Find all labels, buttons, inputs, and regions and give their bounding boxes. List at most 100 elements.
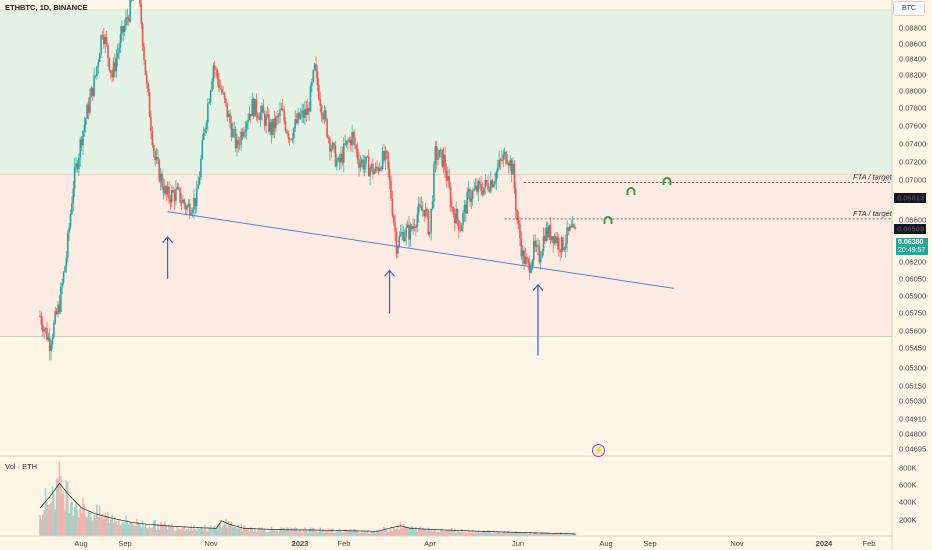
volume-bar: [244, 526, 247, 536]
candle-down: [410, 225, 413, 230]
candle-down: [573, 224, 575, 228]
candle-up: [62, 272, 65, 283]
candle-down: [144, 59, 147, 75]
time-tick-label: Nov: [730, 539, 744, 548]
volume-bar: [391, 531, 394, 536]
volume-bar: [269, 529, 272, 536]
volume-bar: [194, 528, 197, 536]
volume-bar: [377, 530, 380, 536]
volume-bar: [197, 527, 199, 536]
price-tick-label: 0.05450: [899, 344, 926, 353]
candle-up: [359, 162, 362, 168]
volume-bar: [456, 530, 459, 536]
candle-down: [318, 84, 320, 100]
price-tick-label: 0.07600: [899, 122, 926, 131]
volume-bar: [526, 531, 528, 536]
volume-bar: [438, 531, 441, 536]
candle-up: [494, 181, 496, 184]
candle-down: [559, 249, 561, 253]
price-tick-label: 0.04800: [899, 430, 926, 439]
volume-bar: [459, 532, 462, 536]
candle-down: [528, 263, 531, 273]
price-tick-label: 0.05150: [899, 382, 926, 391]
volume-bar: [555, 534, 557, 536]
volume-bar: [369, 532, 371, 536]
volume-bar: [84, 516, 87, 536]
volume-bar: [514, 530, 517, 536]
volume-bar: [169, 525, 172, 536]
candle-down: [557, 237, 560, 250]
lightning-icon[interactable]: ⚡: [592, 444, 605, 457]
candle-down: [362, 159, 364, 170]
candle-down: [388, 168, 391, 181]
candle-up: [365, 156, 367, 165]
candle-down: [252, 98, 255, 117]
volume-bar: [491, 533, 493, 536]
volume-bar: [524, 533, 527, 536]
volume-bar: [247, 528, 249, 536]
candle-up: [115, 58, 118, 72]
candle-up: [345, 140, 348, 145]
candle-down: [441, 149, 444, 167]
volume-bar: [109, 519, 112, 536]
volume-bar: [75, 502, 77, 536]
volume-bar: [460, 528, 463, 536]
candle-down: [225, 98, 227, 104]
volume-bar: [383, 526, 385, 536]
candle-up: [492, 183, 495, 187]
volume-bar: [76, 509, 79, 536]
volume-bar: [127, 524, 130, 536]
candle-down: [172, 190, 174, 193]
volume-bar: [549, 533, 552, 536]
candle-down: [87, 104, 90, 113]
volume-bar: [176, 526, 179, 536]
volume-bar: [420, 528, 423, 536]
candle-up: [272, 118, 274, 135]
candle-down: [514, 188, 517, 210]
candle-down: [157, 157, 159, 161]
volume-bar: [392, 527, 395, 536]
volume-bar: [570, 534, 573, 536]
volume-bar: [107, 511, 109, 536]
currency-badge[interactable]: BTC: [893, 1, 925, 16]
candle-up: [496, 167, 499, 172]
volume-bar: [484, 532, 487, 536]
candle-up: [330, 148, 333, 152]
candle-up: [198, 177, 201, 185]
volume-bar: [351, 531, 353, 536]
volume-bar: [98, 505, 101, 536]
candle-up: [248, 113, 251, 120]
candle-down: [527, 259, 530, 264]
volume-bar: [91, 520, 94, 536]
volume-bar: [551, 534, 553, 536]
candle-down: [469, 189, 471, 202]
price-tick-label: 0.05600: [899, 327, 926, 336]
volume-bar: [151, 527, 154, 536]
candle-up: [69, 213, 72, 228]
volume-bar: [408, 528, 410, 536]
volume-bar: [340, 530, 342, 536]
volume-bar: [104, 513, 106, 536]
volume-bar: [219, 519, 222, 536]
volume-bar: [146, 527, 148, 536]
volume-bar: [566, 532, 568, 536]
candle-up: [71, 203, 73, 214]
price-tick-label: 0.07400: [899, 140, 926, 149]
volume-bar: [458, 531, 460, 536]
volume-bar: [47, 505, 50, 536]
price-tick-label: 0.08000: [899, 87, 926, 96]
volume-bar: [505, 533, 507, 536]
candle-down: [220, 88, 223, 94]
volume-bar: [61, 493, 63, 536]
candle-up: [119, 34, 122, 48]
up-arrow-icon: [532, 283, 544, 356]
candle-down: [308, 108, 310, 112]
volume-bar: [186, 529, 188, 536]
volume-bar: [229, 524, 231, 536]
candle-down: [40, 316, 43, 325]
candle-down: [262, 105, 265, 114]
volume-bar: [297, 531, 299, 536]
candle-up: [238, 144, 241, 146]
